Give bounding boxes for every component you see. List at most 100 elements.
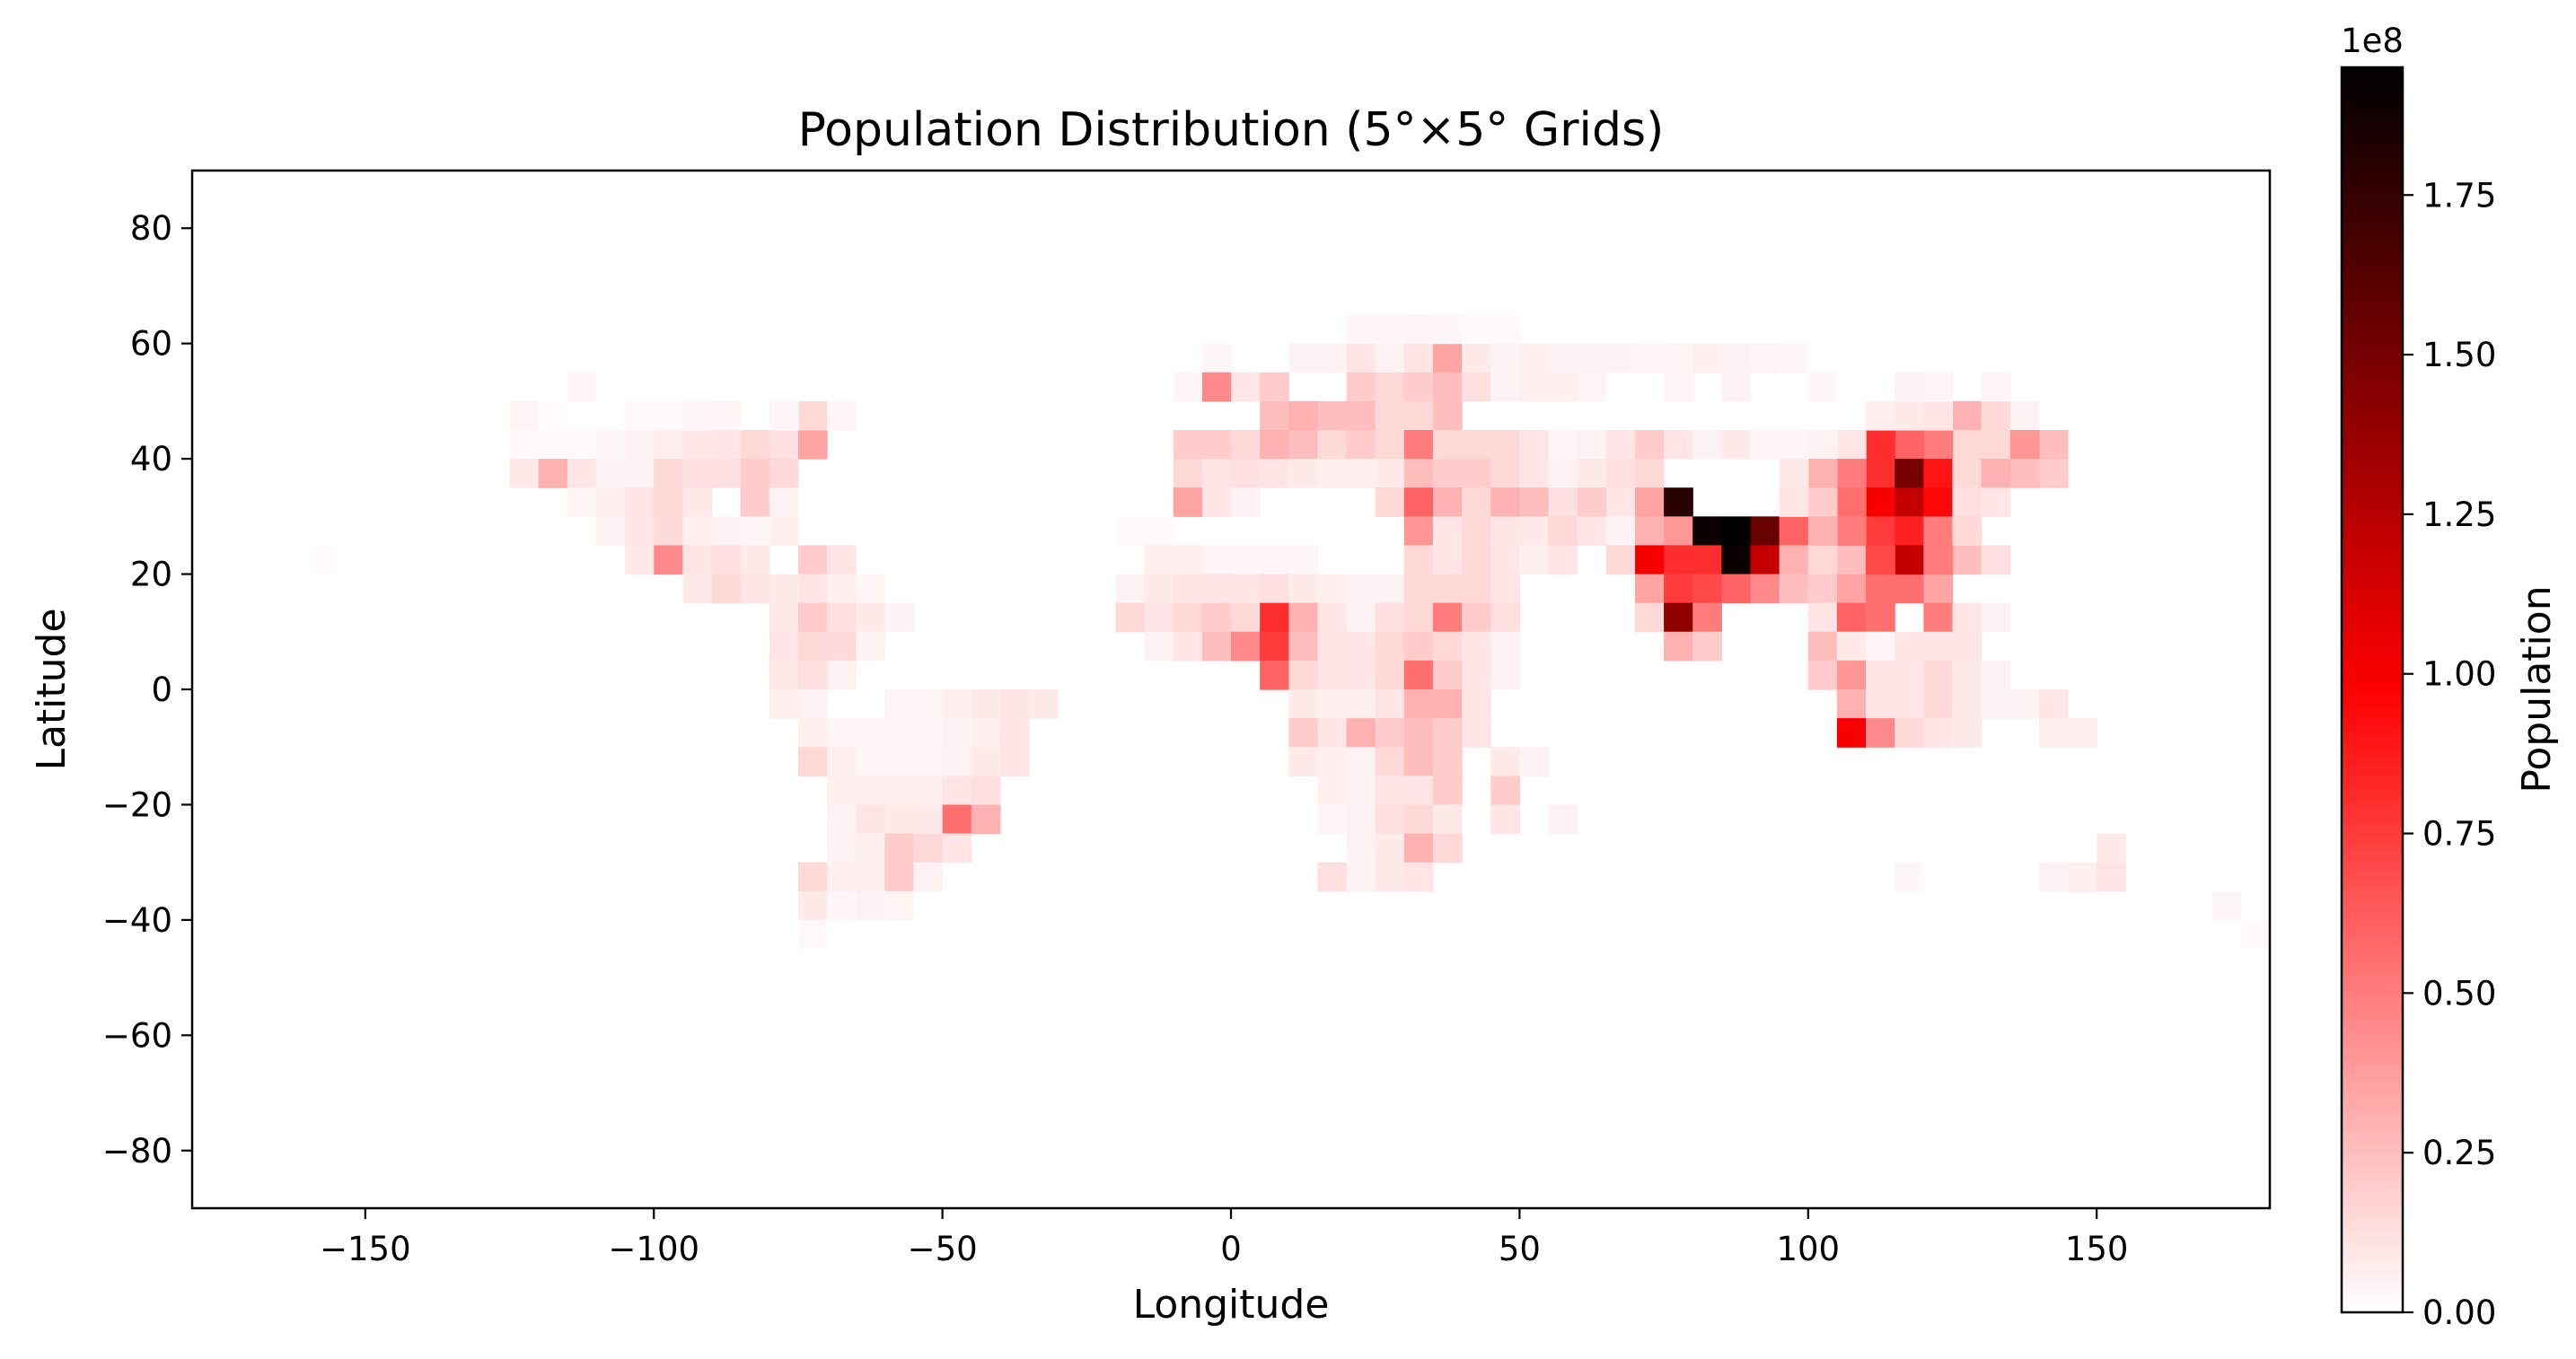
heatmap-cell <box>1346 459 1376 488</box>
heatmap-cell <box>797 890 828 921</box>
heatmap-cell <box>1923 689 1954 719</box>
heatmap-cell <box>1173 574 1203 604</box>
heatmap-cell <box>942 689 972 719</box>
heatmap-cell <box>1923 372 1954 402</box>
heatmap-cell <box>769 459 799 488</box>
heatmap-cell <box>1375 660 1405 690</box>
heatmap-cell <box>856 890 885 921</box>
heatmap-cell <box>1462 660 1491 690</box>
heatmap-cell <box>769 689 799 719</box>
heatmap-cell <box>827 545 857 575</box>
heatmap-cell <box>1115 602 1146 633</box>
heatmap-cell <box>1144 602 1174 633</box>
heatmap-cell <box>1577 430 1607 460</box>
heatmap-cell <box>1952 545 1983 575</box>
heatmap-cell <box>682 430 713 460</box>
heatmap-cell <box>1317 343 1348 373</box>
heatmap-cell <box>1462 516 1491 547</box>
heatmap-cell <box>2038 459 2069 488</box>
heatmap-cell <box>1173 631 1203 662</box>
heatmap-cell <box>1952 400 1983 431</box>
heatmap-cell <box>971 718 1001 748</box>
heatmap-cell <box>1605 545 1636 575</box>
heatmap-cell <box>1317 459 1348 488</box>
heatmap-cell <box>1548 372 1578 402</box>
heatmap-cell <box>1836 689 1867 719</box>
heatmap-cell <box>1664 545 1693 575</box>
heatmap-cell <box>1664 631 1693 662</box>
heatmap-cell <box>1692 574 1722 604</box>
heatmap-cell <box>1375 689 1405 719</box>
x-tick-label: 50 <box>1499 1230 1541 1268</box>
heatmap-cell <box>1895 372 1924 402</box>
heatmap-cell <box>1634 545 1665 575</box>
heatmap-cell <box>827 747 857 776</box>
heatmap-cell <box>1432 747 1463 776</box>
heatmap-cell <box>1577 372 1607 402</box>
heatmap-cell <box>1403 343 1434 373</box>
heatmap-cell <box>1462 631 1491 662</box>
heatmap-cell <box>1866 631 1895 662</box>
heatmap-cell <box>971 776 1001 806</box>
heatmap-cell <box>307 545 338 575</box>
heatmap-cell <box>884 833 915 864</box>
heatmap-cell <box>1375 747 1405 776</box>
heatmap-cell <box>1895 459 1924 488</box>
heatmap-cell <box>1375 372 1405 402</box>
heatmap-cell <box>1115 516 1146 547</box>
colorbar-tick-label: 0.00 <box>2422 1293 2496 1332</box>
heatmap-cell <box>1288 459 1319 488</box>
heatmap-cell <box>971 804 1001 835</box>
heatmap-cell <box>1346 747 1376 776</box>
heatmap-cell <box>1952 516 1983 547</box>
heatmap-cell <box>1375 459 1405 488</box>
heatmap-cell <box>1432 400 1463 431</box>
heatmap-cell <box>1432 718 1463 748</box>
heatmap-cell <box>1346 776 1376 806</box>
heatmap-cell <box>2009 689 2040 719</box>
heatmap-cell <box>1866 545 1895 575</box>
heatmap-cell <box>1288 574 1319 604</box>
heatmap-cell <box>1605 459 1636 488</box>
heatmap-cell <box>740 516 770 547</box>
heatmap-cell <box>1231 459 1261 488</box>
heatmap-cell <box>1548 430 1578 460</box>
heatmap-cell <box>1952 430 1983 460</box>
heatmap-cell <box>1866 660 1895 690</box>
heatmap-cell <box>1490 314 1520 345</box>
heatmap-cell <box>1317 747 1348 776</box>
heatmap-cell <box>1201 574 1232 604</box>
heatmap-cell <box>1836 574 1867 604</box>
heatmap-cell <box>1201 631 1232 662</box>
heatmap-cell <box>797 660 828 690</box>
heatmap-cell <box>740 545 770 575</box>
heatmap-cell <box>769 631 799 662</box>
heatmap-cell <box>1403 776 1434 806</box>
heatmap-cell <box>1519 747 1550 776</box>
heatmap-cell <box>1692 430 1722 460</box>
heatmap-cell <box>1981 372 2011 402</box>
heatmap-cell <box>2211 890 2242 921</box>
heatmap-cell <box>1981 545 2011 575</box>
heatmap-cell <box>1288 343 1319 373</box>
heatmap-cell <box>856 602 885 633</box>
heatmap-cell <box>1981 459 2011 488</box>
heatmap-cell <box>1721 343 1752 373</box>
heatmap-cell <box>1231 574 1261 604</box>
heatmap-cell <box>1317 400 1348 431</box>
heatmap-cell <box>1519 430 1550 460</box>
heatmap-cell <box>827 631 857 662</box>
heatmap-cell <box>1779 487 1809 517</box>
x-tick-label: −50 <box>908 1230 978 1268</box>
heatmap-cell <box>1462 343 1491 373</box>
y-tick-label: 80 <box>130 209 172 248</box>
heatmap-cell <box>1288 718 1319 748</box>
heatmap-cell <box>1375 430 1405 460</box>
heatmap-cell <box>1923 574 1954 604</box>
heatmap-cell <box>797 574 828 604</box>
heatmap-cell <box>1807 574 1838 604</box>
heatmap-cell <box>2068 718 2097 748</box>
colorbar-tick-label: 0.25 <box>2422 1134 2496 1172</box>
heatmap-cell <box>913 747 944 776</box>
heatmap-cell <box>1288 400 1319 431</box>
